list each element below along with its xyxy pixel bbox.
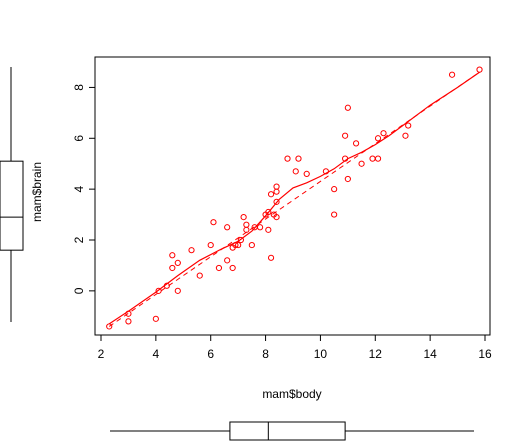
- x-tick-label-2: 6: [207, 347, 214, 361]
- data-point-2: [125, 310, 132, 317]
- data-point-8: [174, 259, 181, 266]
- x-tick-label-4: 10: [314, 347, 328, 361]
- data-point-6: [169, 264, 176, 272]
- data-point-13: [210, 219, 217, 226]
- x-tick-label-5: 12: [369, 347, 383, 361]
- data-point-50: [358, 160, 365, 167]
- data-point-1: [125, 318, 132, 325]
- data-point-16: [224, 224, 231, 231]
- data-point-53: [374, 135, 382, 142]
- data-point-47: [344, 104, 351, 111]
- data-point-9: [174, 287, 181, 294]
- x-boxplot-box: [229, 421, 346, 441]
- y-tick-label-2: 4: [72, 185, 86, 192]
- data-point-14: [215, 264, 223, 272]
- data-point-35: [273, 188, 280, 195]
- data-point-49: [352, 140, 360, 147]
- data-point-39: [292, 168, 299, 175]
- data-point-44: [331, 211, 338, 218]
- x-axis-label: mam$body: [262, 387, 321, 401]
- data-point-58: [476, 66, 483, 73]
- data-point-27: [256, 224, 264, 231]
- data-point-19: [232, 241, 239, 249]
- x-tick-label-0: 2: [98, 347, 105, 361]
- data-point-18: [229, 264, 236, 272]
- data-point-52: [374, 155, 382, 162]
- y-boxplot-box: [0, 160, 24, 251]
- data-point-25: [248, 241, 255, 249]
- data-point-20: [235, 241, 242, 249]
- data-point-24: [243, 221, 250, 228]
- data-point-29: [265, 208, 272, 216]
- data-point-38: [284, 155, 291, 162]
- data-point-48: [344, 175, 351, 183]
- data-point-22: [240, 214, 247, 221]
- data-point-34: [273, 198, 280, 205]
- data-point-41: [303, 170, 310, 177]
- data-point-31: [267, 191, 275, 198]
- data-point-15: [224, 257, 231, 264]
- data-point-43: [331, 186, 338, 193]
- data-point-30: [265, 226, 272, 233]
- data-point-0: [106, 323, 113, 330]
- data-point-57: [448, 71, 456, 78]
- y-tick-label-0: 0: [72, 287, 86, 294]
- data-point-54: [380, 130, 387, 137]
- data-point-51: [369, 155, 376, 162]
- y-tick-label-4: 8: [72, 84, 86, 91]
- data-point-42: [322, 168, 330, 175]
- data-point-7: [169, 252, 176, 259]
- data-point-12: [207, 241, 214, 249]
- data-point-3: [152, 315, 159, 322]
- smoother-line: [108, 71, 480, 325]
- data-point-55: [402, 132, 409, 139]
- x-tick-label-6: 14: [423, 347, 437, 361]
- data-point-56: [405, 122, 412, 129]
- data-point-11: [196, 272, 203, 279]
- x-tick-label-1: 4: [153, 347, 160, 361]
- regression-line: [108, 71, 480, 327]
- y-axis-label: mam$brain: [30, 162, 44, 222]
- x-tick-label-3: 8: [262, 347, 269, 361]
- chart-marks: 2 4 6 8 10 12 14 16 0 2 4 6 8: [0, 56, 492, 441]
- data-point-32: [267, 254, 275, 261]
- data-point-46: [342, 132, 349, 139]
- data-point-36: [273, 183, 280, 190]
- data-point-21: [237, 236, 244, 244]
- y-tick-label-3: 6: [72, 135, 86, 142]
- data-point-10: [188, 247, 195, 254]
- plot-frame: [94, 56, 491, 336]
- x-tick-label-7: 16: [478, 347, 492, 361]
- chart-labels: mam$body mam$brain: [30, 162, 322, 401]
- data-point-23: [243, 226, 250, 233]
- y-tick-label-1: 2: [72, 236, 86, 243]
- data-point-37: [273, 214, 280, 221]
- data-point-5: [163, 282, 170, 289]
- data-point-45: [342, 155, 349, 162]
- data-point-4: [155, 287, 162, 294]
- data-point-40: [295, 155, 302, 162]
